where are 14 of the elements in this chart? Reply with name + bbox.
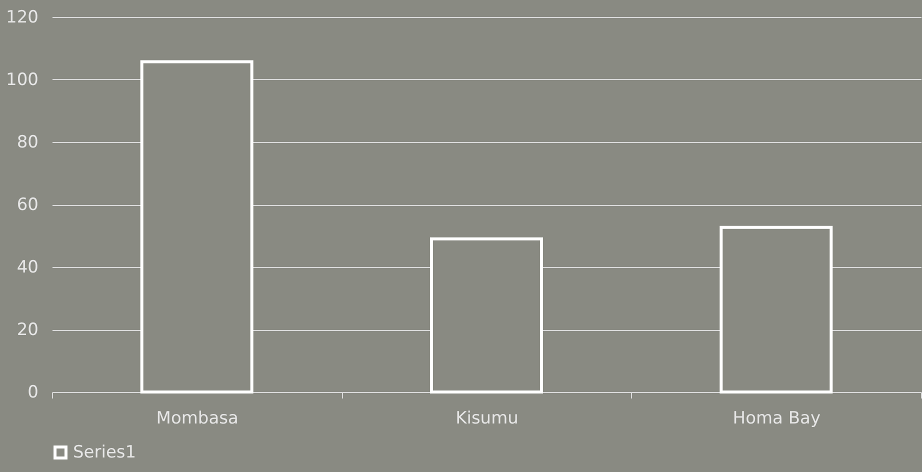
y-tick-label: 80 (16, 132, 38, 152)
y-tick-label: 120 (6, 8, 38, 28)
bar (140, 60, 254, 394)
legend-label: Series1 (73, 442, 136, 462)
x-tick-label: Mombasa (156, 408, 238, 428)
y-tick-label: 100 (6, 70, 38, 90)
y-tick-label: 60 (16, 195, 38, 215)
y-tick-label: 20 (16, 320, 38, 340)
y-tick-label: 40 (16, 258, 38, 278)
bar (720, 226, 833, 394)
bar (430, 237, 543, 394)
x-tick-label: Kisumu (456, 408, 518, 428)
y-tick-label: 0 (28, 382, 38, 402)
x-tick-label: Homa Bay (732, 408, 821, 428)
